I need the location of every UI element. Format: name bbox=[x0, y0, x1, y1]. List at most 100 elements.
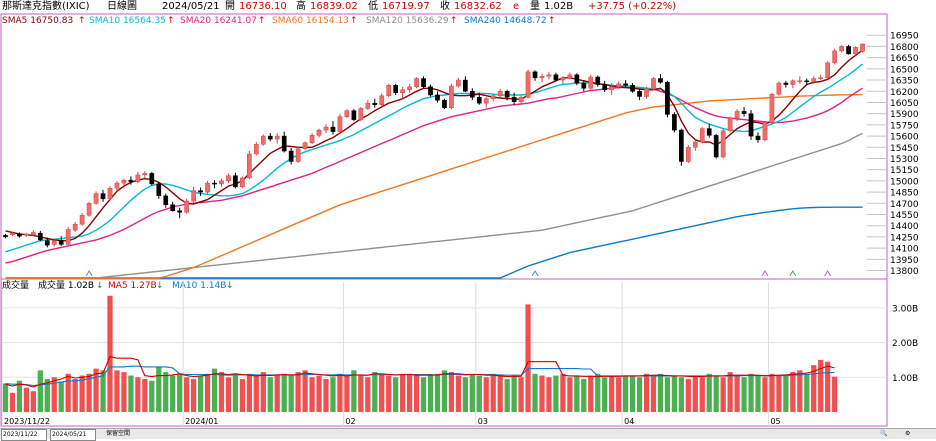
candle-body bbox=[748, 113, 754, 137]
candle-body bbox=[741, 111, 747, 114]
zoom-icon[interactable]: 🔍 bbox=[880, 430, 888, 437]
candle-body bbox=[51, 240, 57, 245]
low-value: 16719.97 bbox=[382, 1, 430, 12]
volume-bar bbox=[504, 379, 510, 412]
volume-bar bbox=[434, 373, 441, 412]
open-value: 16736.10 bbox=[239, 1, 287, 12]
period-label[interactable]: 日線圖 bbox=[107, 1, 137, 12]
candle-body bbox=[107, 188, 113, 200]
volume-bar bbox=[455, 375, 461, 412]
candle-body bbox=[163, 195, 169, 206]
candle-body bbox=[309, 135, 315, 144]
start-date-select[interactable]: 2023/11/22 bbox=[1, 429, 47, 441]
candle-body bbox=[469, 91, 475, 98]
candle-body bbox=[783, 82, 789, 85]
legend-volume-arrow: ↓ bbox=[96, 281, 104, 291]
volume-bar bbox=[574, 375, 580, 412]
volume-bar bbox=[239, 379, 245, 412]
legend-sma10-arrow: ↑ bbox=[167, 16, 175, 26]
volume-tick-label: 3.00B bbox=[892, 304, 918, 314]
candle-body bbox=[267, 135, 273, 140]
volume-bar bbox=[351, 370, 357, 412]
volume-bar bbox=[769, 373, 775, 412]
candle-body bbox=[825, 62, 831, 79]
legend-sma240-arrow: ↑ bbox=[548, 16, 556, 26]
sma5-line bbox=[5, 49, 863, 242]
candle-body bbox=[762, 122, 768, 141]
candle-body bbox=[776, 82, 782, 95]
volume-bar bbox=[832, 376, 838, 412]
price-tick-label: 16200 bbox=[890, 88, 919, 98]
candle-body bbox=[100, 193, 106, 200]
candle-body bbox=[233, 175, 238, 188]
sma60-line bbox=[5, 93, 863, 279]
candle-body bbox=[602, 84, 608, 91]
volume-bar bbox=[692, 375, 698, 412]
volume-bar bbox=[685, 379, 691, 412]
volume-bar bbox=[211, 368, 218, 412]
volume-bar bbox=[713, 375, 719, 412]
volume-bar bbox=[135, 377, 141, 412]
volume-bar bbox=[546, 377, 552, 412]
month-label: 05 bbox=[770, 417, 780, 426]
volume-bar bbox=[657, 373, 664, 412]
volume-bar bbox=[797, 370, 803, 412]
candle-body bbox=[665, 82, 670, 115]
settings-icon[interactable]: ⚙ bbox=[905, 430, 911, 437]
volume-bar bbox=[420, 377, 427, 412]
volume-panel-frame bbox=[0, 278, 888, 427]
legend-sma5-arrow: ↑ bbox=[78, 16, 86, 26]
volume-bar bbox=[734, 375, 740, 412]
candle-body bbox=[463, 79, 468, 92]
candle-body bbox=[10, 232, 15, 235]
end-date-select[interactable]: 2024/05/21 bbox=[50, 429, 96, 441]
volume-bar bbox=[121, 372, 127, 412]
candle-body bbox=[616, 83, 621, 88]
candle-body bbox=[44, 240, 50, 246]
volume-bar bbox=[344, 375, 350, 412]
candle-body bbox=[560, 77, 566, 81]
volume-bar bbox=[386, 375, 392, 412]
legend-vol-ma10: MA10 1.14B bbox=[172, 281, 227, 291]
candle-body bbox=[142, 173, 148, 176]
candle-body bbox=[3, 235, 8, 238]
volume-bar bbox=[469, 373, 475, 412]
bottom-toolbar: 2023/11/22 2024/05/21 保留空間 🔍 ⚙ bbox=[0, 428, 936, 441]
title-bar: 那斯達克指數(IXIC) 日線圖 2024/05/21 開 16736.10 高… bbox=[0, 0, 936, 14]
volume-bar bbox=[267, 377, 273, 412]
volume-bar bbox=[629, 375, 636, 412]
volume-bar bbox=[260, 372, 266, 412]
candle-body bbox=[456, 79, 461, 87]
candle-body bbox=[853, 46, 858, 55]
volume-bar bbox=[581, 379, 587, 412]
candle-body bbox=[685, 147, 691, 162]
price-tick-label: 15000 bbox=[890, 177, 919, 187]
price-tick-label: 16350 bbox=[890, 77, 919, 87]
candle-body bbox=[372, 102, 378, 105]
volume-bar bbox=[170, 375, 176, 412]
change-value: +37.75 (+0.22%) bbox=[588, 1, 677, 12]
volume-bar bbox=[191, 379, 197, 412]
price-tick-label: 16800 bbox=[890, 43, 919, 53]
bar-date: 2024/05/21 bbox=[162, 1, 220, 12]
candle-body bbox=[393, 85, 399, 93]
volume-bar bbox=[309, 377, 315, 412]
volume-bar bbox=[72, 379, 78, 412]
volume-bar bbox=[163, 372, 169, 412]
candle-body bbox=[212, 182, 217, 185]
volume-bar bbox=[79, 375, 85, 412]
volume-bar bbox=[678, 377, 684, 412]
volume-bar bbox=[9, 392, 16, 412]
reserve-space-toggle[interactable]: 保留空間 bbox=[106, 430, 131, 437]
volume-bar bbox=[149, 380, 155, 412]
volume-bar bbox=[553, 375, 559, 412]
volume-tick-label: 2.00B bbox=[892, 339, 918, 349]
candle-body bbox=[191, 190, 196, 202]
legend-vol-ma10-arrow: ↓ bbox=[226, 281, 234, 291]
candle-body bbox=[658, 78, 663, 83]
candle-body bbox=[734, 111, 740, 119]
candle-body bbox=[205, 182, 210, 193]
price-tick-label: 15900 bbox=[890, 110, 919, 120]
price-tick-label: 16050 bbox=[890, 99, 919, 109]
